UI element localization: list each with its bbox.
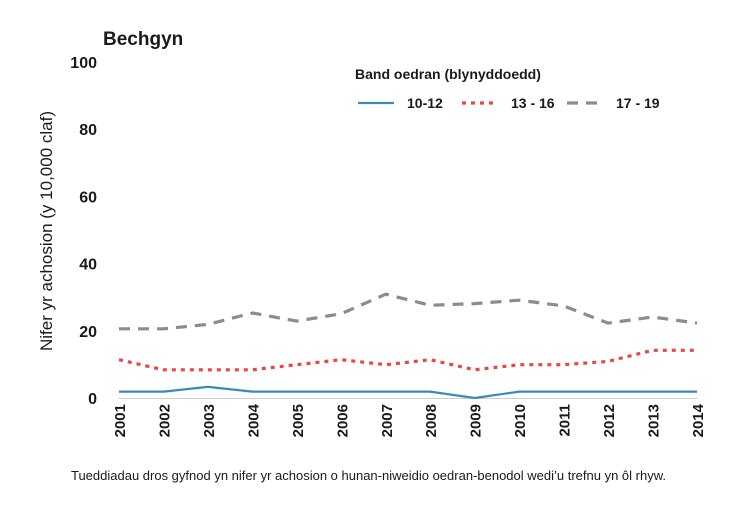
x-axis-ticks: 2001 2002 2003 2004 2005 2006 2007 2008 2009 2010… [112,403,707,437]
legend-title: Band oedran (blynyddoedd) [355,66,541,82]
x-tick-label: 2008 [423,404,440,437]
y-tick-label: 40 [79,257,97,274]
x-tick-label: 2004 [245,403,262,437]
x-tick-label: 2007 [379,404,396,437]
y-tick-label: 20 [79,324,97,341]
y-axis-ticks: 0 20 40 60 80 100 [70,55,97,408]
x-tick-label: 2010 [512,404,529,437]
x-tick-label: 2006 [334,404,351,437]
x-tick-label: 2014 [690,403,707,437]
y-tick-label: 60 [79,189,97,206]
x-tick-label: 2012 [601,404,618,437]
x-tick-label: 2009 [468,404,485,437]
x-tick-label: 2001 [112,404,129,437]
x-tick-label: 2002 [156,404,173,437]
y-axis-label: Nifer yr achosion (y 10,000 claf) [37,111,56,351]
y-tick-label: 100 [70,55,97,72]
x-tick-label: 2005 [290,404,307,437]
legend-label-2: 13 - 16 [511,95,555,111]
x-tick-label: 2003 [201,404,218,437]
x-tick-label: 2011 [557,404,574,437]
legend-label-1: 10-12 [407,95,443,111]
line-chart: Bechgyn Nifer yr achosion (y 10,000 claf… [37,29,707,437]
series-line-1 [119,385,697,400]
legend: Band oedran (blynyddoedd) 10-12 13 - 16 17… [355,66,660,111]
series-line-2 [118,348,697,372]
y-tick-label: 0 [88,391,97,408]
series-line-3 [119,292,698,331]
series-layer [118,292,698,400]
chart-title: Bechgyn [103,29,183,50]
y-tick-label: 80 [79,122,97,139]
x-tick-label: 2013 [646,404,663,437]
figure-caption: Tueddiadau dros gyfnod yn nifer yr achos… [70,468,666,483]
legend-label-3: 17 - 19 [616,95,660,111]
